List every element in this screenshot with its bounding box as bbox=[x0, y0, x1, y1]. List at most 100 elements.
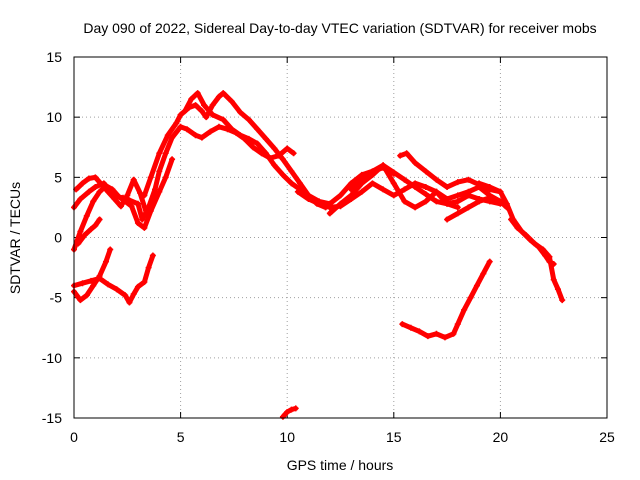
data-point bbox=[316, 200, 323, 207]
data-point bbox=[77, 228, 84, 235]
data-point bbox=[348, 180, 355, 187]
data-point bbox=[107, 246, 114, 253]
data-point bbox=[262, 150, 269, 157]
data-point bbox=[156, 188, 163, 195]
data-point bbox=[183, 126, 190, 133]
data-point bbox=[348, 186, 355, 193]
y-tick-label: -15 bbox=[42, 410, 62, 426]
data-point bbox=[194, 90, 201, 97]
x-tick-label: 5 bbox=[177, 429, 185, 445]
data-point bbox=[126, 299, 133, 306]
data-point bbox=[486, 183, 493, 190]
data-point bbox=[77, 195, 84, 202]
data-point bbox=[399, 321, 406, 328]
data-point bbox=[139, 216, 146, 223]
data-point bbox=[522, 232, 529, 239]
x-axis-label: GPS time / hours bbox=[287, 457, 394, 473]
data-point bbox=[461, 306, 468, 313]
data-point bbox=[422, 183, 429, 190]
data-point bbox=[177, 111, 184, 118]
data-point bbox=[486, 258, 493, 265]
data-point bbox=[181, 108, 188, 115]
data-point bbox=[358, 174, 365, 181]
data-point bbox=[465, 192, 472, 199]
data-point bbox=[433, 198, 440, 205]
data-point bbox=[96, 216, 103, 223]
data-point bbox=[147, 174, 154, 181]
data-point bbox=[465, 204, 472, 211]
data-point bbox=[124, 192, 131, 199]
data-point bbox=[149, 252, 156, 259]
data-point bbox=[88, 226, 95, 233]
series-line-arc-16 bbox=[399, 259, 493, 340]
data-point bbox=[137, 189, 144, 196]
data-point bbox=[433, 176, 440, 183]
data-point bbox=[134, 200, 141, 207]
data-point bbox=[508, 216, 515, 223]
data-point bbox=[279, 413, 286, 420]
data-point bbox=[450, 330, 457, 337]
data-point bbox=[444, 216, 451, 223]
data-point bbox=[284, 408, 291, 415]
data-point bbox=[433, 188, 440, 195]
data-point bbox=[215, 93, 222, 100]
x-tick-label: 10 bbox=[279, 429, 295, 445]
data-point bbox=[111, 195, 118, 202]
data-point bbox=[88, 277, 95, 284]
data-point bbox=[326, 210, 333, 217]
data-point bbox=[380, 186, 387, 193]
x-tick-label: 15 bbox=[386, 429, 402, 445]
y-tick-label: 15 bbox=[46, 49, 62, 65]
y-axis-label: SDTVAR / TECUs bbox=[7, 182, 23, 294]
data-point bbox=[145, 264, 152, 271]
data-point bbox=[250, 144, 257, 151]
data-point bbox=[454, 204, 461, 211]
data-point bbox=[497, 198, 504, 205]
data-point bbox=[433, 330, 440, 337]
data-point bbox=[422, 198, 429, 205]
data-point bbox=[117, 203, 124, 210]
data-point bbox=[237, 109, 244, 116]
y-tick-label: 10 bbox=[46, 109, 62, 125]
data-point bbox=[141, 279, 148, 286]
data-point bbox=[271, 145, 278, 152]
data-point bbox=[209, 111, 216, 118]
chart-title: Day 090 of 2022, Sidereal Day-to-day VTE… bbox=[83, 20, 596, 36]
data-point bbox=[207, 128, 214, 135]
data-point bbox=[422, 191, 429, 198]
data-point bbox=[105, 188, 112, 195]
series-line-arc-15 bbox=[508, 216, 565, 303]
data-point bbox=[90, 198, 97, 205]
series-line-arc-8 bbox=[71, 247, 113, 303]
data-point bbox=[228, 126, 235, 133]
data-point bbox=[403, 150, 410, 157]
data-point bbox=[288, 406, 295, 413]
data-point bbox=[390, 169, 397, 176]
data-point bbox=[83, 212, 90, 219]
series-line-arc-4 bbox=[71, 156, 175, 252]
data-point bbox=[467, 294, 474, 301]
data-point bbox=[113, 286, 120, 293]
data-point bbox=[75, 240, 82, 247]
data-point bbox=[77, 297, 84, 304]
data-point bbox=[412, 159, 419, 166]
data-point bbox=[480, 270, 487, 277]
data-point bbox=[203, 114, 210, 121]
data-point bbox=[401, 198, 408, 205]
data-point bbox=[514, 224, 521, 231]
data-point bbox=[152, 186, 159, 193]
data-point bbox=[476, 180, 483, 187]
data-point bbox=[220, 90, 227, 97]
data-point bbox=[473, 282, 480, 289]
x-tick-labels: 0 5 10 15 20 25 bbox=[70, 429, 615, 445]
data-point bbox=[294, 188, 301, 195]
data-point bbox=[147, 208, 154, 215]
data-point bbox=[201, 102, 208, 109]
data-point bbox=[96, 188, 103, 195]
data-point bbox=[397, 152, 404, 159]
data-point bbox=[284, 145, 291, 152]
data-point bbox=[141, 224, 148, 231]
data-point bbox=[130, 176, 137, 183]
data-point bbox=[422, 168, 429, 175]
